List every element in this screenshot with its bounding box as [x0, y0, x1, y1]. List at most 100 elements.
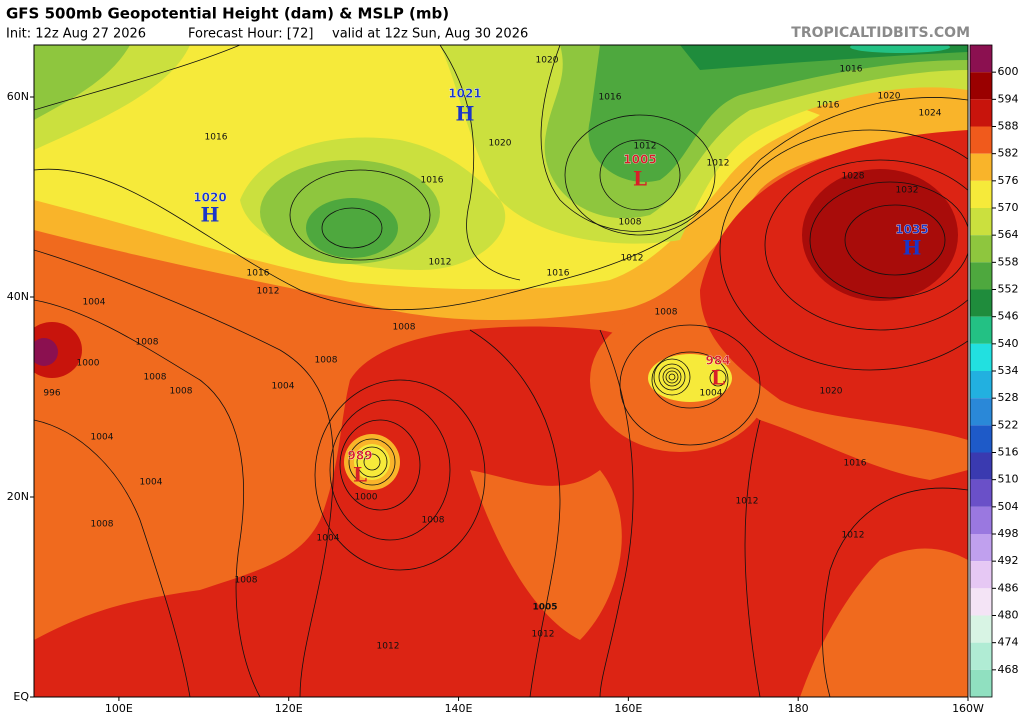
- isobar-label: 1012: [634, 142, 657, 152]
- isobar-label: 1016: [247, 269, 270, 279]
- colorbar-cell: [970, 235, 992, 263]
- isobar-label: 1012: [532, 630, 555, 640]
- colorbar-cell: [970, 72, 992, 100]
- colorbar-label: 492: [998, 554, 1019, 567]
- isobar-label: 996: [43, 389, 60, 399]
- isobar-label: 1004: [83, 298, 106, 308]
- isobar-label: 1012: [377, 642, 400, 652]
- colorbar-label: 576: [998, 174, 1019, 187]
- colorbar-label: 594: [998, 92, 1019, 105]
- isobar-label: 1008: [235, 576, 258, 586]
- pressure-kind: L: [633, 167, 647, 191]
- isobar-label: 1004: [700, 389, 723, 399]
- colorbar-label: 588: [998, 120, 1019, 133]
- colorbar-cell: [970, 425, 992, 453]
- isobar-label: 1000: [355, 493, 378, 503]
- colorbar-label: 558: [998, 255, 1019, 268]
- colorbar-cell: [970, 126, 992, 154]
- isobar-label: 1020: [536, 56, 559, 66]
- colorbar-label: 504: [998, 500, 1019, 513]
- isobar-label: 1004: [317, 534, 340, 544]
- lat-tick-label: 60N: [7, 90, 29, 103]
- colorbar-cell: [970, 588, 992, 616]
- isobar-label: 1008: [170, 387, 193, 397]
- lon-tick-label: 120E: [275, 702, 303, 715]
- colorbar-cell: [970, 99, 992, 127]
- colorbar-cell: [970, 534, 992, 562]
- forecast-hour: Forecast Hour: [72]: [188, 27, 313, 42]
- isobar-label: 1008: [619, 218, 642, 228]
- init-time: Init: 12z Aug 27 2026: [6, 27, 146, 42]
- pressure-value: 984: [705, 354, 730, 368]
- isobar-label: 1008: [144, 373, 167, 383]
- map-field: [34, 45, 968, 697]
- colorbar-label: 564: [998, 228, 1019, 241]
- colorbar-label: 546: [998, 310, 1019, 323]
- isobar-label: 1008: [315, 356, 338, 366]
- lat-tick-label: EQ: [13, 690, 29, 703]
- isobar-label: 1008: [393, 323, 416, 333]
- isobar-label: 1028: [842, 172, 865, 182]
- colorbar-label: 552: [998, 283, 1019, 296]
- colorbar-cell: [970, 153, 992, 181]
- isobar-label: 1008: [655, 308, 678, 318]
- pressure-kind: H: [456, 102, 475, 126]
- pressure-value: 1021: [448, 87, 481, 101]
- isobar-label: 1008: [91, 520, 114, 530]
- lat-tick-label: 40N: [7, 290, 29, 303]
- colorbar-cell: [970, 45, 992, 73]
- colorbar-label: 510: [998, 473, 1019, 486]
- colorbar-label: 534: [998, 364, 1019, 377]
- isobar-label: 1012: [842, 531, 865, 541]
- colorbar-cell: [970, 289, 992, 317]
- colorbar-label: 600: [998, 65, 1019, 78]
- title: GFS 500mb Geopotential Height (dam) & MS…: [6, 5, 449, 23]
- lon-tick-label: 140E: [445, 702, 473, 715]
- colorbar-cell: [970, 479, 992, 507]
- lon-tick-label: 160W: [952, 702, 984, 715]
- watermark: TROPICALTIDBITS.COM: [791, 25, 970, 41]
- isobar-label: 1016: [817, 101, 840, 111]
- colorbar-cell: [970, 316, 992, 344]
- isobar-label: 1016: [547, 269, 570, 279]
- isobar-label: 1016: [421, 176, 444, 186]
- pressure-kind: H: [903, 236, 922, 260]
- pressure-kind: H: [201, 203, 220, 227]
- isobar-label: 1012: [621, 254, 644, 264]
- colorbar-label: 498: [998, 527, 1019, 540]
- isobar-label: 1004: [272, 382, 295, 392]
- isobar-label: 1008: [422, 516, 445, 526]
- colorbar-cell: [970, 180, 992, 208]
- colorbar-label: 516: [998, 446, 1019, 459]
- colorbar-cell: [970, 561, 992, 589]
- isobar-label: 1016: [205, 133, 228, 143]
- colorbar-cell: [970, 262, 992, 290]
- valid-time: valid at 12z Sun, Aug 30 2026: [332, 27, 528, 42]
- isobar-label: 1012: [736, 497, 759, 507]
- pressure-kind: L: [711, 366, 725, 390]
- lon-tick-label: 100E: [105, 702, 133, 715]
- isobar-label: 1004: [140, 478, 163, 488]
- isobar-label: 1032: [896, 186, 919, 196]
- colorbar-cell: [970, 371, 992, 399]
- colorbar-cell: [970, 452, 992, 480]
- colorbar-label: 528: [998, 391, 1019, 404]
- lon-tick-label: 180: [788, 702, 809, 715]
- isobar-label: 1012: [707, 159, 730, 169]
- isobar-label: 1020: [878, 92, 901, 102]
- colorbar-label: 522: [998, 418, 1019, 431]
- colorbar-label: 582: [998, 147, 1019, 160]
- colorbar-cell: [970, 669, 992, 697]
- isobar-label: 1020: [820, 387, 843, 397]
- isobar-label: 1016: [840, 65, 863, 75]
- isobar-label: 1016: [599, 93, 622, 103]
- colorbar-label: 540: [998, 337, 1019, 350]
- isobar-label: 1005: [532, 603, 557, 613]
- colorbar-label: 486: [998, 581, 1019, 594]
- colorbar-cell: [970, 642, 992, 670]
- isobar-label: 1000: [77, 359, 100, 369]
- lat-tick-label: 20N: [7, 490, 29, 503]
- pressure-value: 1020: [193, 191, 226, 205]
- isobar-label: 1024: [919, 109, 942, 119]
- colorbar-label: 468: [998, 663, 1019, 676]
